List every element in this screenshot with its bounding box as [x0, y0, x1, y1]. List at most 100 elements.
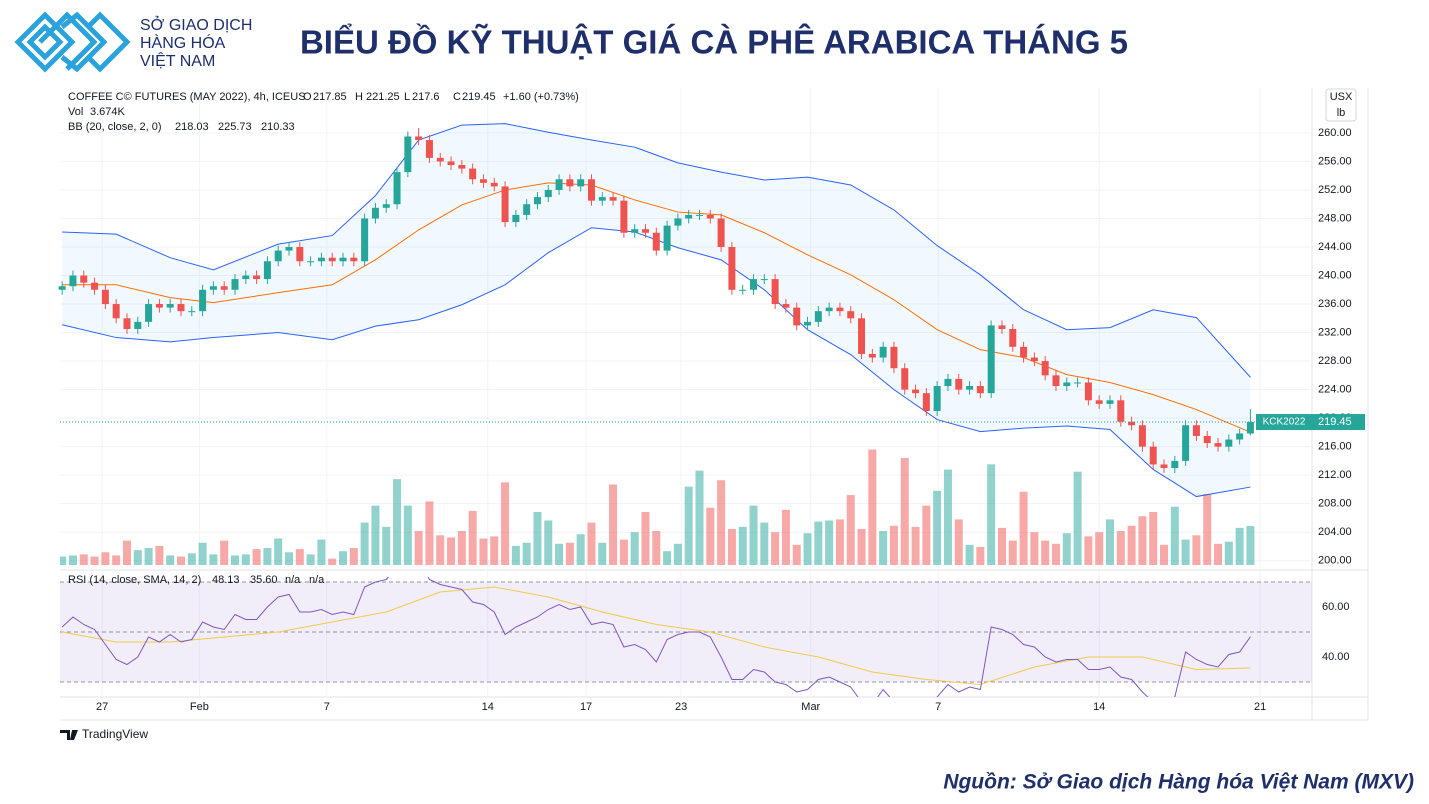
candle-body: [825, 307, 833, 312]
volume-bar: [339, 551, 348, 565]
candle-body: [1236, 433, 1244, 440]
volume-bar: [241, 554, 250, 565]
logo-text: HÀNG HÓA: [140, 33, 226, 52]
x-tick-label: 17: [580, 701, 592, 713]
volume-bar: [630, 532, 639, 565]
candle-body: [1074, 382, 1082, 384]
x-tick-label: 14: [482, 701, 494, 713]
legend-bb: BB (20, close, 2, 0): [68, 121, 162, 133]
candle-body: [123, 318, 131, 329]
candle-body: [1030, 357, 1038, 362]
volume-bar: [187, 553, 196, 565]
volume-bar: [1008, 540, 1017, 565]
volume-bar: [382, 526, 391, 565]
volume-bar: [68, 555, 77, 565]
volume-bar: [274, 538, 283, 565]
volume-bar: [1170, 506, 1179, 565]
candle-body: [544, 189, 552, 198]
candle-body: [393, 172, 401, 205]
volume-bar: [101, 552, 110, 565]
candle-body: [220, 286, 228, 290]
candle-body: [652, 232, 660, 251]
y-tick-label: 212.00: [1318, 469, 1352, 481]
rsi-band-fill: [60, 582, 1312, 682]
volume-bar: [911, 526, 920, 565]
candle-body: [620, 200, 628, 233]
legend-bb-value: 225.73: [218, 121, 252, 133]
volume-bar: [609, 484, 618, 565]
candle-body: [1128, 421, 1136, 426]
candle-body: [944, 378, 952, 387]
volume-bar: [814, 521, 823, 565]
volume-bar: [706, 507, 715, 565]
candle-body: [199, 289, 207, 312]
y-tick-label: 248.00: [1318, 212, 1352, 224]
candle-body: [91, 282, 99, 290]
candle-body: [750, 279, 758, 290]
candle-body: [188, 311, 196, 313]
volume-bar: [447, 537, 456, 565]
logo-text: VIỆT NAM: [140, 51, 215, 70]
candle-body: [328, 257, 336, 262]
volume-bar: [889, 525, 898, 565]
candle-body: [879, 346, 887, 358]
candle-body: [361, 218, 369, 262]
candle-body: [404, 136, 412, 173]
candle-body: [998, 325, 1006, 329]
volume-bar: [393, 479, 402, 565]
volume-bar: [511, 545, 520, 565]
volume-bar: [619, 539, 628, 565]
candle-body: [1106, 400, 1114, 404]
logo-text: SỞ GIAO DỊCH: [140, 15, 252, 34]
volume-bar: [1051, 543, 1060, 565]
legend-ohlc-letter: L: [404, 91, 410, 103]
candle-body: [674, 218, 682, 226]
volume-bar: [781, 509, 790, 565]
candle-body: [793, 307, 801, 326]
volume-bar: [576, 534, 585, 565]
candle-body: [339, 257, 347, 262]
y-tick-label: 208.00: [1318, 498, 1352, 510]
candle-body: [739, 289, 747, 291]
y-tick-label: 204.00: [1318, 526, 1352, 538]
candle-body: [145, 304, 153, 322]
x-tick-label: 7: [324, 701, 330, 713]
legend-ohlc-letter: O: [303, 91, 312, 103]
volume-bar: [835, 519, 844, 565]
candle-body: [566, 179, 574, 187]
candle-body: [425, 140, 433, 158]
volume-bar: [285, 552, 294, 565]
volume-bar: [522, 542, 531, 565]
volume-bar: [555, 543, 564, 565]
volume-bar: [1073, 471, 1082, 565]
candle-body: [814, 311, 822, 322]
volume-bar: [1062, 533, 1071, 565]
volume-bar: [112, 555, 121, 565]
legend-vol: Vol: [68, 106, 83, 118]
x-tick-label: 23: [675, 701, 687, 713]
candle-body: [274, 250, 282, 262]
y-tick-label: 260.00: [1318, 127, 1352, 139]
candle-body: [868, 353, 876, 358]
candle-body: [415, 136, 423, 141]
volume-bar: [295, 549, 304, 565]
candle-body: [1182, 425, 1190, 461]
candle-body: [101, 289, 109, 305]
unit-box: [1325, 88, 1357, 122]
candle-body: [469, 168, 477, 180]
y-tick-label: 200.00: [1318, 555, 1352, 567]
candle-body: [382, 204, 390, 208]
volume-bar: [79, 554, 88, 565]
candle-body: [706, 214, 714, 219]
volume-bar: [457, 531, 466, 565]
volume-bar: [717, 480, 726, 565]
volume-bar: [641, 512, 650, 565]
volume-bar: [922, 505, 931, 565]
candle-body: [933, 386, 941, 411]
volume-bar: [90, 556, 99, 565]
volume-bar: [684, 486, 693, 565]
candle-body: [901, 368, 909, 390]
candle-body: [80, 275, 88, 283]
candle-body: [976, 386, 984, 394]
